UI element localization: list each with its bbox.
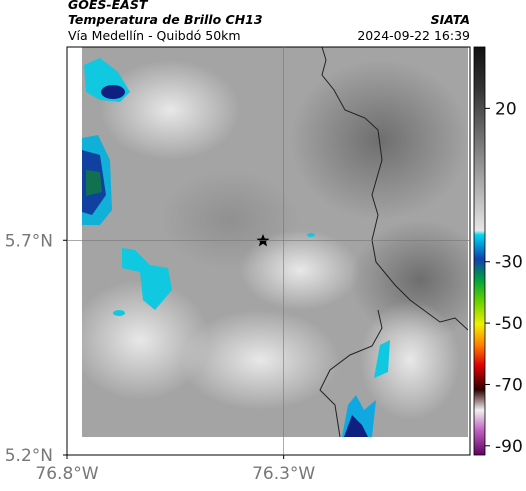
product: Temperatura de Brillo CH13 [68,12,263,27]
lat-tick-label: 5.7°N [5,231,53,251]
satellite-image [82,47,468,437]
header: GOES-EAST Temperatura de Brillo CH13 Vía… [68,0,470,43]
region: Vía Medellín - Quibdó 50km [68,28,241,43]
lon-tick-label: 76.8°W [35,464,98,484]
source: SIATA [431,12,470,27]
axes: 5.7°N 5.2°N76.8°W 76.3°W 20 -30 -50 -70 -90 [5,47,523,484]
colorbar-tick-label: -50 [495,314,523,334]
colorbar-tick-label: -70 [495,375,523,395]
lon-tick-label: 76.3°W [252,464,315,484]
map-frame [66,46,471,456]
colorbar-tick-label: -30 [495,253,523,273]
colorbar [473,46,486,456]
boundaries [319,46,469,438]
lat-tick-label: 5.2°N [5,446,53,466]
satellite: GOES-EAST [68,0,149,12]
datetime: 2024-09-22 16:39 [357,28,470,43]
colorbar-tick-label: 20 [495,99,517,119]
colorbar-tick-label: -90 [495,437,523,457]
